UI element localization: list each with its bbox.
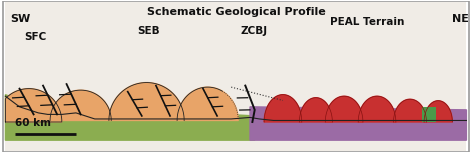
- Text: SW: SW: [10, 14, 30, 24]
- Polygon shape: [250, 107, 466, 140]
- Polygon shape: [325, 96, 363, 122]
- Polygon shape: [5, 95, 255, 140]
- Polygon shape: [50, 90, 111, 120]
- Polygon shape: [177, 87, 238, 120]
- Text: SEB: SEB: [137, 26, 160, 36]
- Bar: [422, 107, 436, 122]
- Text: NE: NE: [452, 14, 469, 24]
- Polygon shape: [5, 89, 62, 122]
- Polygon shape: [264, 95, 302, 122]
- Polygon shape: [109, 83, 184, 120]
- Text: Schematic Geological Profile: Schematic Geological Profile: [146, 7, 325, 17]
- Polygon shape: [424, 101, 452, 122]
- Text: SFC: SFC: [24, 32, 46, 42]
- Polygon shape: [358, 96, 396, 122]
- Text: ZCBJ: ZCBJ: [241, 26, 268, 36]
- Text: PEAL Terrain: PEAL Terrain: [330, 17, 404, 27]
- Polygon shape: [300, 98, 332, 122]
- Text: 60 km: 60 km: [15, 118, 51, 128]
- Polygon shape: [393, 99, 427, 122]
